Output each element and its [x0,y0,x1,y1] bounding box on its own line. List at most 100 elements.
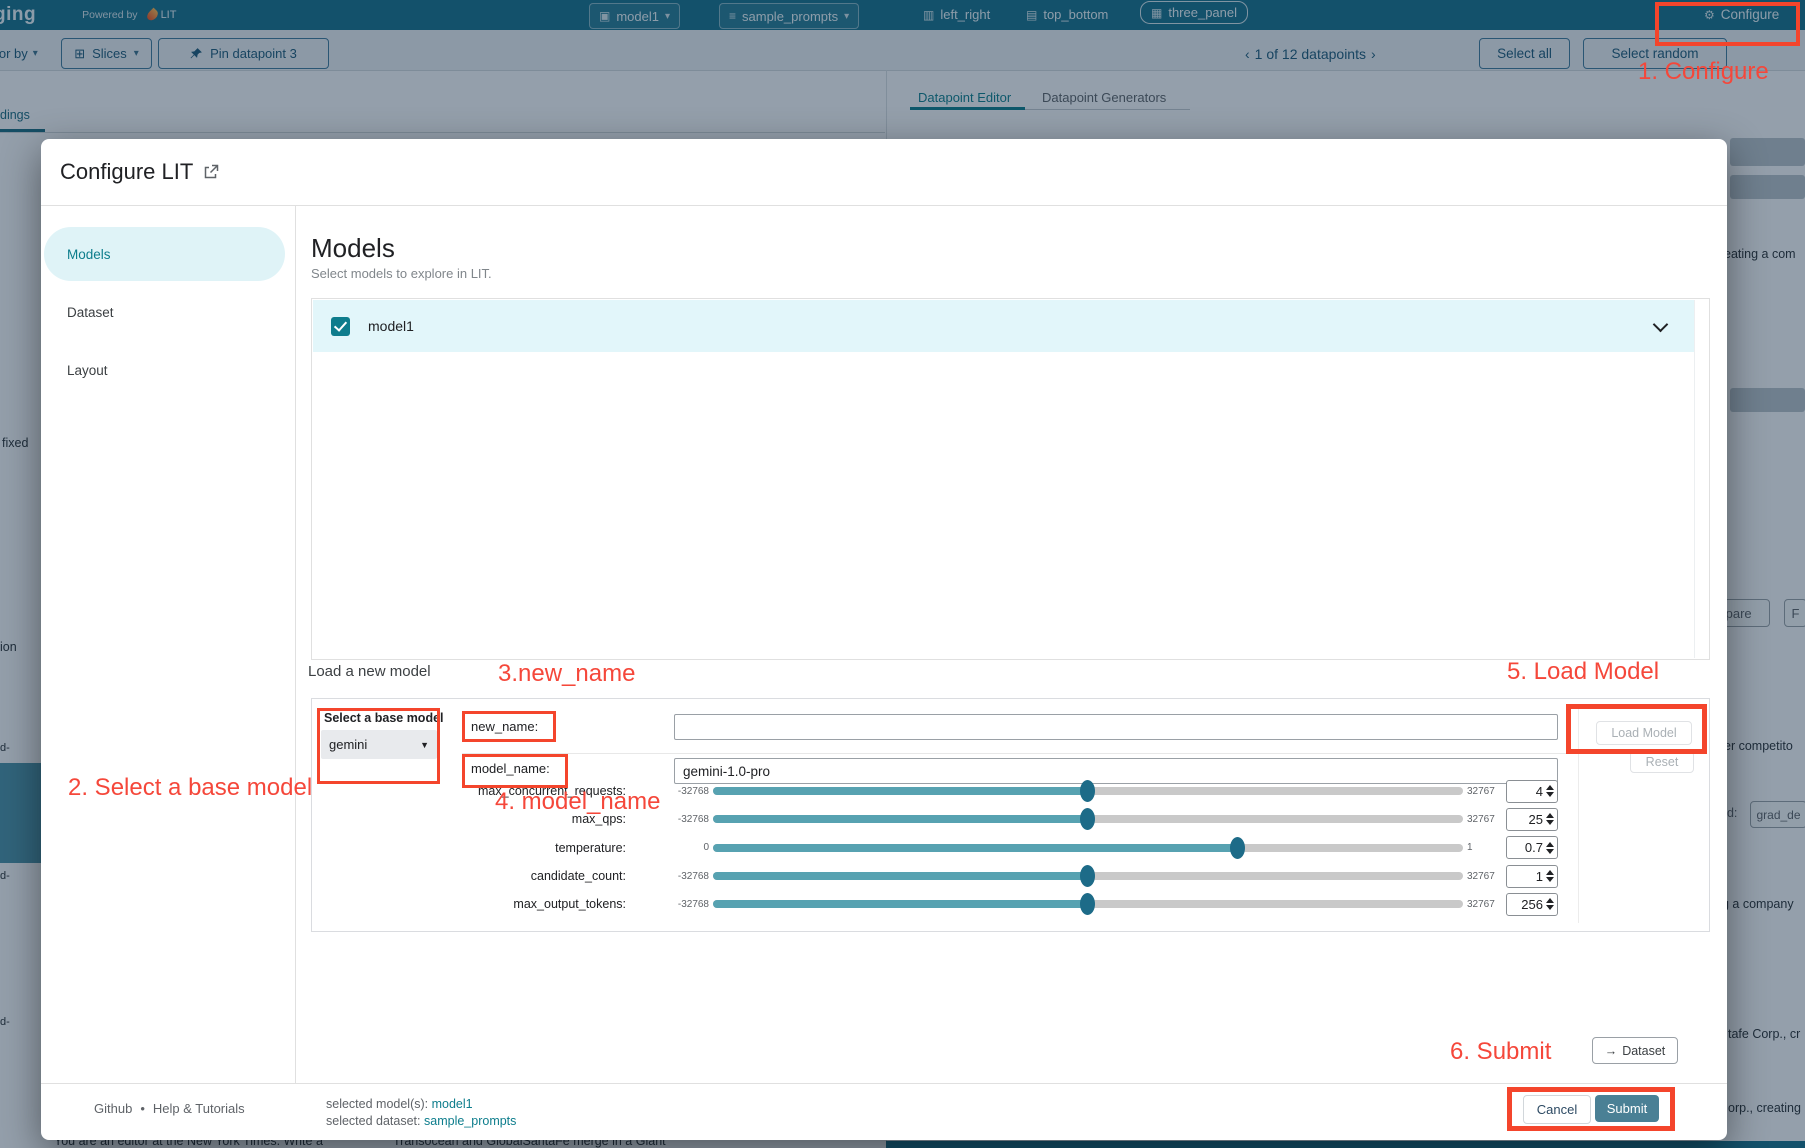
scrollbar-gutter[interactable] [1694,300,1709,658]
model-row[interactable]: model1 [313,300,1694,352]
reset-button[interactable]: Reset [1630,751,1694,773]
bg-text-fragment: er competito [1724,739,1793,753]
layout-top-bottom[interactable]: ▤ top_bottom [1020,4,1114,25]
submit-button[interactable]: Submit [1595,1095,1659,1122]
slider-track[interactable] [713,808,1463,831]
slider-track[interactable] [713,865,1463,888]
spinner-arrows-icon[interactable] [1543,813,1557,826]
sidebar-divider [295,206,296,1084]
slider-knob[interactable] [1080,893,1095,916]
next-datapoint-arrow[interactable]: › [1370,46,1376,62]
tab-embeddings-partial[interactable]: dings [0,108,30,122]
bg-text-fragment: ion [0,640,17,654]
selected-dataset-value[interactable]: sample_prompts [424,1114,517,1128]
bg-button-label: F [1791,605,1800,621]
dataset-selector-dropdown[interactable]: ≡ sample_prompts ▾ [719,3,860,29]
load-model-heading: Load a new model [308,663,431,680]
sidebar-item-layout[interactable]: Layout [44,343,285,397]
open-in-new-icon[interactable] [203,164,219,180]
bg-text-fragment: g a company [1722,897,1794,911]
dataset-icon: ≡ [729,9,737,23]
sidebar-item-dataset[interactable]: Dataset [44,285,285,339]
slider-knob[interactable] [1080,865,1095,888]
slider-row: max_concurrent_requests: -32768 32767 4 [312,777,1572,805]
bg-field-row [1730,388,1805,412]
goto-dataset-label: Dataset [1622,1043,1666,1058]
load-model-button[interactable]: Load Model [1596,721,1692,745]
app-logo: ging [0,4,37,25]
spinner-arrows-icon[interactable] [1543,870,1557,883]
select-all-button[interactable]: Select all [1479,38,1570,69]
sidebar-item-models[interactable]: Models [44,227,285,281]
tab-datapoint-generators[interactable]: Datapoint Generators [1042,90,1167,105]
bg-field-row [1730,175,1805,199]
model-name-input[interactable] [674,758,1558,784]
slider-fill [713,843,1238,852]
bg-text-fragment: orp., creating [1728,1101,1801,1115]
slider-knob[interactable] [1080,808,1095,831]
slider-min-label: 0 [703,842,709,854]
slider-label: temperature: [555,840,626,855]
chevron-down-icon: ▾ [133,48,139,59]
slider-max-label: 32767 [1467,870,1495,882]
slider-knob[interactable] [1080,780,1095,803]
model-list: model1 [311,298,1710,660]
slider-track[interactable] [713,893,1463,916]
bg-button-partial[interactable]: F [1784,599,1805,627]
prev-datapoint-arrow[interactable]: ‹ [1245,46,1250,62]
spinner-arrows-icon[interactable] [1543,898,1557,911]
divider [1578,705,1579,923]
selected-model-line: selected model(s): model1 [326,1097,473,1111]
slider-rows: max_concurrent_requests: -32768 32767 4 max_… [312,777,1572,918]
number-spinner[interactable]: 4 [1506,779,1558,803]
bg-text-fragment: d- [0,870,10,882]
chevron-down-icon[interactable] [1652,316,1669,332]
model-checkbox-checked[interactable] [331,316,350,336]
color-by-dropdown[interactable]: lor by ▾ [0,46,38,61]
spinner-arrows-icon[interactable] [1543,785,1557,798]
number-spinner[interactable]: 1 [1506,864,1558,888]
pin-datapoint-button[interactable]: Pin datapoint 3 [158,38,329,69]
slider-track[interactable] [713,780,1463,803]
github-link[interactable]: Github [94,1101,133,1116]
layout-left-right[interactable]: ▥ left_right [917,4,996,25]
slices-label: Slices [92,46,127,61]
bg-text-fragment: tafe Corp., cr [1728,1027,1801,1041]
slider-max-label: 32767 [1467,813,1495,825]
help-tutorials-link[interactable]: Help & Tutorials [152,1101,245,1116]
slider-fill [713,787,1088,796]
selected-model-value[interactable]: model1 [431,1097,473,1111]
sidebar-item-label: Layout [67,362,108,378]
configure-button[interactable]: ⚙ Configure [1698,4,1785,25]
goto-dataset-button[interactable]: → Dataset [1592,1037,1678,1064]
number-spinner[interactable]: 256 [1506,892,1558,916]
selected-datapoint-row [0,763,43,863]
layout-three-panel-selected[interactable]: ▦ three_panel [1140,1,1249,24]
spinner-value: 4 [1535,783,1543,799]
tab-rule [910,109,1190,110]
bg-text-fragment: d- [0,742,10,754]
slider-track[interactable] [713,836,1463,859]
slider-max-label: 32767 [1467,785,1495,797]
tab-datapoint-editor[interactable]: Datapoint Editor [918,90,1012,105]
datapoint-pagination: ‹ 1 of 12 datapoints › [1245,46,1376,62]
number-spinner[interactable]: 25 [1506,807,1558,831]
powered-by-label: Powered by [82,9,138,21]
slider-fill [713,872,1088,881]
model-selector-dropdown[interactable]: ▣ model1 ▾ [589,3,681,29]
new-name-input[interactable] [674,714,1558,740]
method-chip[interactable]: grad_de [1750,801,1805,828]
selected-model-label: selected model(s): [326,1097,429,1111]
select-all-label: Select all [1497,46,1552,61]
number-spinner[interactable]: 0.7 [1506,836,1558,860]
slices-button[interactable]: ⊞ Slices ▾ [61,38,152,69]
slider-knob[interactable] [1230,836,1245,859]
base-model-select[interactable]: gemini ▼ [321,730,437,759]
second-toolbar: lor by ▾ ⊞ Slices ▾ Pin datapoint 3 ‹ 1 … [0,30,1805,71]
cancel-button[interactable]: Cancel [1523,1095,1591,1124]
bg-text-fragment: d- [0,1016,10,1028]
sidebar-item-label: Models [67,246,111,262]
bottom-teal-strip [886,1141,1805,1148]
spinner-arrows-icon[interactable] [1543,841,1557,854]
